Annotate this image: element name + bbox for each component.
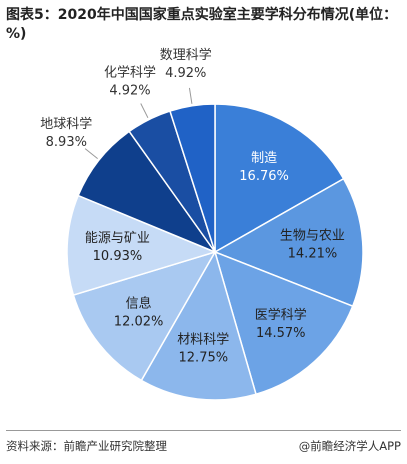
source: 资料来源：前瞻产业研究院整理	[6, 439, 167, 453]
value-label: 10.93%	[93, 249, 143, 264]
pie-slice	[213, 177, 364, 308]
slice-label: 信息	[126, 295, 152, 311]
leader-line	[84, 148, 98, 159]
pie-slice	[66, 194, 218, 296]
pie-slice	[169, 103, 216, 253]
slice-label: 数理科学	[160, 47, 212, 63]
slice-label: 制造	[251, 151, 277, 166]
value-label: 4.92%	[109, 84, 150, 99]
divider	[6, 430, 401, 431]
value-label: 12.75%	[179, 350, 229, 365]
slice-label: 医学科学	[255, 307, 307, 323]
leader-line	[140, 103, 149, 119]
slice-label: 化学科学	[104, 65, 156, 81]
slice-label: 材料科学	[177, 331, 229, 347]
value-label: 16.76%	[239, 169, 289, 184]
pie-slice	[72, 250, 217, 382]
value-label: 14.57%	[256, 326, 306, 341]
slice-label: 能源与矿业	[85, 231, 150, 246]
pie-slice	[214, 103, 345, 254]
slice-label: 生物与农业	[280, 229, 345, 244]
value-label: 8.93%	[46, 135, 87, 150]
value-label: 12.02%	[114, 314, 164, 329]
pie-slice	[77, 130, 218, 254]
slice-label: 地球科学	[40, 116, 92, 132]
pie-slice	[140, 250, 257, 401]
leader-line	[188, 87, 193, 104]
pie-slice	[213, 250, 354, 396]
value-label: 14.21%	[288, 247, 338, 262]
chart-title: 图表5：2020年中国国家重点实验室主要学科分布情况(单位：%)	[6, 7, 398, 42]
credit: @前瞻经济学人APP	[298, 439, 401, 453]
value-label: 4.92%	[165, 66, 206, 81]
